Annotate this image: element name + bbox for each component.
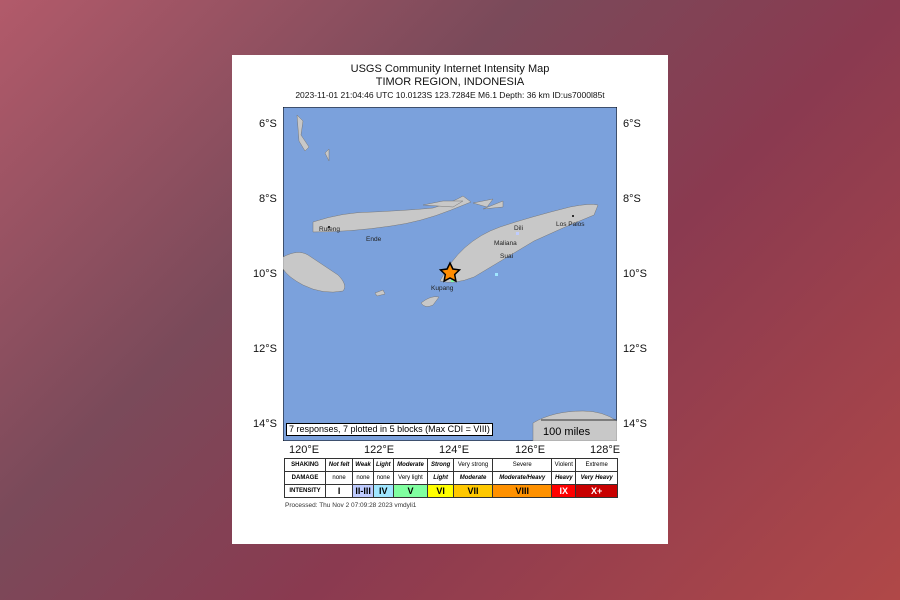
star-icon [438, 261, 462, 283]
island-sumba [283, 252, 345, 293]
lat-label: 12°S [623, 343, 647, 355]
island-rote [420, 296, 440, 307]
legend-shaking-cell: Severe [492, 458, 553, 472]
city-label: Los Palos [556, 221, 585, 228]
lat-label: 14°S [253, 418, 277, 430]
lat-label: 6°S [259, 118, 277, 130]
legend-damage-cell: Heavy [551, 471, 577, 485]
legend-header: SHAKING [284, 458, 326, 472]
legend-shaking-cell: Violent [551, 458, 577, 472]
city-label: Maliana [494, 240, 517, 247]
legend-shaking-cell: Extreme [575, 458, 618, 472]
map-title: USGS Community Internet Intensity Map [350, 63, 550, 75]
legend-damage-cell: Moderate [452, 471, 494, 485]
australia-coast [532, 410, 617, 441]
legend-shaking-cell: Very strong [452, 458, 494, 472]
island [324, 148, 330, 162]
legend-damage-cell: none [352, 471, 374, 485]
region-title: TIMOR REGION, INDONESIA [375, 76, 525, 88]
legend-shaking-cell: Light [372, 458, 394, 472]
legend-header: INTENSITY [284, 484, 326, 498]
legend-intensity-cell: VIII [492, 484, 553, 498]
event-info: 2023-11-01 21:04:46 UTC 10.0123S 123.728… [295, 90, 605, 100]
legend-damage-cell: Light [427, 471, 454, 485]
lon-label: 122°E [364, 444, 395, 456]
city-label: Dili [514, 225, 523, 232]
islands-north [422, 198, 504, 210]
city-label: Ruteng [319, 226, 340, 233]
cdi-block [516, 232, 519, 235]
landmasses [283, 114, 617, 441]
lat-label: 8°S [259, 193, 277, 205]
legend-header: DAMAGE [284, 471, 326, 485]
legend-intensity-cell: V [392, 484, 429, 498]
legend-intensity-cell: IV [372, 484, 394, 498]
legend-damage-cell: Moderate/Heavy [492, 471, 553, 485]
legend-shaking-cell: Moderate [392, 458, 429, 472]
lat-label: 6°S [623, 118, 641, 130]
island [296, 114, 310, 152]
responses-box: 7 responses, 7 plotted in 5 blocks (Max … [286, 423, 493, 436]
lon-label: 120°E [289, 444, 320, 456]
cdi-block [495, 273, 498, 276]
island-sawu [374, 289, 386, 297]
legend-intensity-cell: IX [551, 484, 577, 498]
legend-intensity-cell: VII [452, 484, 494, 498]
legend-damage-cell: Very Heavy [575, 471, 618, 485]
legend-damage-cell: none [324, 471, 354, 485]
city-label: Kupang [431, 285, 454, 292]
cdi-block [451, 279, 454, 282]
legend-damage-cell: Very light [392, 471, 429, 485]
lat-label: 10°S [253, 268, 277, 280]
legend-damage-cell: none [372, 471, 394, 485]
lon-label: 126°E [515, 444, 546, 456]
lat-label: 10°S [623, 268, 647, 280]
legend-shaking-cell: Not felt [324, 458, 354, 472]
island-flores [312, 195, 472, 233]
legend-intensity-cell: I [324, 484, 354, 498]
lat-label: 12°S [253, 343, 277, 355]
city-label: Suai [500, 253, 513, 260]
lat-label: 14°S [623, 418, 647, 430]
lon-label: 124°E [439, 444, 470, 456]
legend-shaking-cell: Strong [427, 458, 454, 472]
city-label: Ende [366, 236, 382, 243]
legend-intensity-cell: II-III [352, 484, 374, 498]
intensity-legend: SHAKING Not felt Weak Light Moderate Strong Ve… [284, 458, 618, 498]
legend-intensity-cell: VI [427, 484, 454, 498]
lon-label: 128°E [590, 444, 621, 456]
island-timor [439, 204, 599, 283]
scale-label: 100 miles [543, 426, 591, 438]
processed-info: Processed: Thu Nov 2 07:09:28 2023 vmdyl… [285, 502, 417, 509]
city-labels: Ruteng Ende Dili Los Palos Maliana Suai … [319, 215, 585, 292]
legend-shaking-cell: Weak [352, 458, 374, 472]
lat-label: 8°S [623, 193, 641, 205]
legend-intensity-cell: X+ [575, 484, 618, 498]
intensity-map[interactable]: Ruteng Ende Dili Los Palos Maliana Suai … [283, 107, 617, 441]
